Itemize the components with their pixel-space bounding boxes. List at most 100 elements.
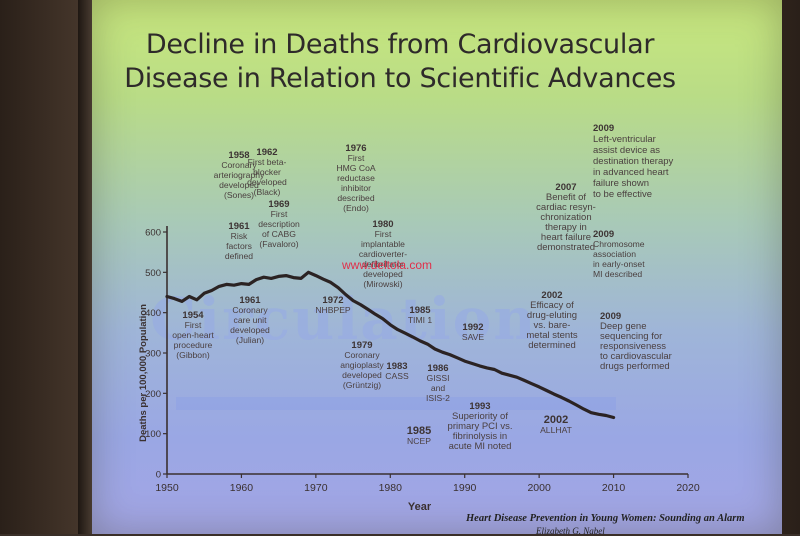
annotation-text-line: description — [258, 219, 300, 229]
annotation-text-line: developed — [363, 269, 403, 279]
annotation-text-line: cardiac resyn- — [536, 202, 596, 213]
annotation-year: 1992 — [462, 322, 483, 333]
annotation-year: 1958 — [228, 150, 249, 161]
annotations-layer: 1954Firstopen-heartprocedure(Gibbon)1958… — [172, 123, 673, 452]
annotation-text-line: Deep gene — [600, 321, 646, 332]
annotation-text-line: Chromosome — [593, 239, 645, 249]
annotation-year: 1972 — [322, 295, 343, 306]
annotation-text-line: SAVE — [462, 332, 485, 342]
annotation-text-line: (Grüntzig) — [343, 380, 381, 390]
annotation-text-line: angioplasty — [340, 360, 384, 370]
annotation-year: 1983 — [386, 361, 407, 372]
annotation-year: 1980 — [372, 219, 393, 230]
annotation-text-line: blocker — [253, 167, 281, 177]
x-tick-label: 1980 — [379, 482, 403, 494]
annotation-year: 1962 — [256, 147, 277, 158]
annotation-text-line: developed — [219, 180, 259, 190]
annotation-text-line: defibrillator — [362, 259, 404, 269]
annotation-text-line: First beta- — [248, 157, 287, 167]
annotation-text-line: NHBPEP — [315, 305, 351, 315]
annotation-text-line: drugs performed — [600, 361, 670, 372]
annotation-text-line: assist device as — [593, 145, 660, 156]
annotation-text-line: primary PCI vs. — [448, 421, 513, 432]
annotation-year: 1979 — [351, 340, 372, 351]
annotation-text-line: determined — [528, 340, 576, 351]
annotation-year: 1976 — [345, 143, 366, 154]
annotation-text-line: Coronary — [221, 160, 257, 170]
annotation-text-line: First — [375, 229, 392, 239]
annotation-text-line: developed — [342, 370, 382, 380]
annotation-text-line: NCEP — [407, 436, 431, 446]
annotation-text-line: to cardiovascular — [600, 351, 672, 362]
annotation-text-line: inhibitor — [341, 183, 371, 193]
annotation-text-line: vs. bare- — [534, 320, 571, 331]
annotation-text-line: CASS — [385, 371, 409, 381]
annotation-text-line: (Sones) — [224, 190, 254, 200]
footer-citation-author: Elizabeth G. Nabel — [536, 526, 605, 536]
annotation-text-line: care unit — [234, 315, 268, 325]
annotation-text-line: drug-eluting — [527, 310, 577, 321]
annotation-text-line: Coronary — [232, 305, 268, 315]
annotation-text-line: demonstrated — [537, 242, 595, 253]
annotation-text-line: heart failure — [541, 232, 591, 243]
annotation-text-line: in advanced heart — [593, 167, 669, 178]
x-tick-label: 1990 — [453, 482, 477, 494]
deaths-series-line — [165, 270, 616, 420]
annotation-year: 1986 — [427, 363, 448, 374]
annotation-year: 1961 — [228, 221, 250, 232]
annotation-text-line: destination therapy — [593, 156, 674, 167]
annotation-text-line: Efficacy of — [530, 300, 574, 311]
annotation-text-line: arteriography — [214, 170, 265, 180]
annotation-text-line: therapy in — [545, 222, 587, 233]
annotation-text-line: GISSI — [427, 373, 450, 383]
x-tick-label: 2000 — [527, 482, 551, 494]
annotation-year: 1993 — [469, 401, 490, 412]
x-tick-label: 1960 — [230, 482, 254, 494]
annotation-text-line: described — [337, 193, 374, 203]
x-tick-label: 1970 — [304, 482, 328, 494]
annotation-text-line: cardioverter- — [359, 249, 407, 259]
watermark-bar — [176, 397, 616, 410]
x-tick-label: 2020 — [676, 482, 700, 494]
annotation-year: 1961 — [239, 295, 261, 306]
annotation-text-line: MI described — [593, 269, 642, 279]
annotation-text-line: Coronary — [344, 350, 380, 360]
annotation-text-line: in early-onset — [593, 259, 645, 269]
site-watermark: www.deltola.com — [342, 258, 433, 272]
annotation-text-line: defined — [225, 251, 253, 261]
annotation-1979: 1979Coronaryangioplastydeveloped(Grüntzi… — [340, 340, 384, 390]
deaths-line-layer — [165, 270, 616, 420]
annotation-text-line: association — [593, 249, 636, 259]
annotation-year: 2002 — [544, 414, 568, 426]
annotation-text-line: responsiveness — [600, 341, 666, 352]
x-tick-label: 1950 — [155, 482, 179, 494]
annotation-text-line: developed — [247, 177, 287, 187]
y-tick-label: 0 — [156, 470, 161, 481]
annotation-year: 2007 — [555, 182, 576, 193]
footer-citation-title: Heart Disease Prevention in Young Women:… — [466, 513, 745, 524]
annotation-text-line: First — [271, 209, 288, 219]
annotation-text-line: ISIS-2 — [426, 393, 450, 403]
annotation-year: 1985 — [407, 425, 431, 437]
annotation-text-line: (Gibbon) — [176, 350, 210, 360]
annotation-1958: 1958Coronaryarteriographydeveloped(Sones… — [214, 150, 265, 200]
annotation-text-line: to be effective — [593, 189, 652, 200]
circulation-watermark: Circulation — [150, 285, 538, 353]
y-tick-label: 200 — [145, 389, 161, 400]
slide-title-line-1: Decline in Deaths from Cardiovascular — [145, 29, 655, 60]
annotation-text-line: fibrinolysis in — [453, 431, 507, 442]
